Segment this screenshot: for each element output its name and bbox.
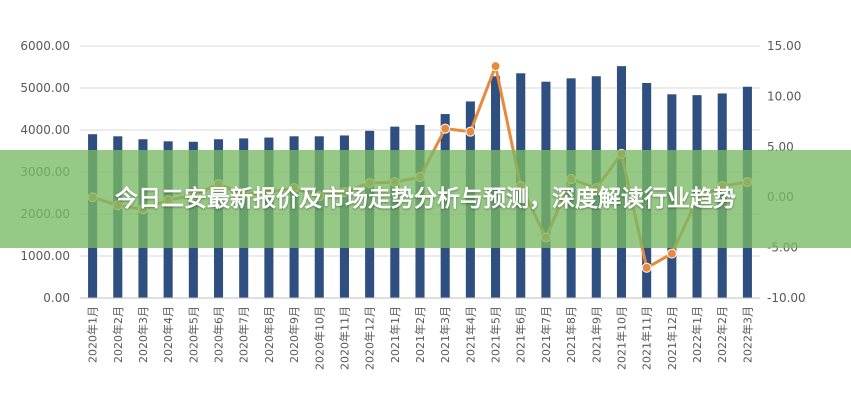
x-tick-label: 2021年8月: [564, 306, 578, 363]
x-axis: 2020年1月 2020年2月 2020年3月 2020年4月 2020年5月 2020年…: [80, 297, 760, 370]
x-tick-label: 2022年2月: [715, 306, 729, 363]
left-tick-label: 5000.00: [20, 81, 70, 95]
left-tick-label: 6000.00: [20, 39, 70, 53]
line-point: [641, 262, 652, 273]
x-tick-label: 2020年1月: [86, 306, 100, 363]
x-tick-label: 2021年10月: [614, 306, 628, 370]
x-tick-label: 2021年9月: [589, 306, 603, 363]
right-tick-label: -10.00: [767, 291, 806, 305]
x-tick-label: 2020年7月: [237, 306, 251, 363]
x-tick-label: 2021年3月: [438, 306, 452, 363]
right-tick-label: 10.00: [767, 89, 801, 103]
x-tick-label: 2021年6月: [514, 306, 528, 363]
x-tick-label: 2020年9月: [287, 306, 301, 363]
x-tick-label: 2020年6月: [212, 306, 226, 363]
line-point: [465, 126, 476, 137]
x-tick-label: 2020年10月: [312, 306, 326, 370]
left-tick-label: 4000.00: [20, 123, 70, 137]
x-tick-label: 2022年3月: [740, 306, 754, 363]
x-tick-label: 2021年12月: [665, 306, 679, 370]
line-point: [666, 248, 677, 259]
left-tick-label: 1000.00: [20, 249, 70, 263]
line-point: [490, 61, 501, 72]
x-tick-label: 2021年7月: [539, 306, 553, 363]
x-tick-label: 2021年1月: [388, 306, 402, 363]
x-tick-label: 2020年2月: [111, 306, 125, 363]
x-tick-label: 2020年5月: [186, 306, 200, 363]
line-point: [440, 123, 451, 134]
x-tick-label: 2020年3月: [136, 306, 150, 363]
x-tick-label: 2021年4月: [463, 306, 477, 363]
x-tick-label: 2020年4月: [161, 306, 175, 363]
x-tick-label: 2021年2月: [413, 306, 427, 363]
x-tick-label: 2021年5月: [489, 306, 503, 363]
left-tick-label: 0.00: [43, 291, 70, 305]
x-tick-label: 2020年11月: [337, 306, 351, 370]
title-banner: 今日二安最新报价及市场走势分析与预测，深度解读行业趋势: [0, 150, 851, 248]
x-tick-label: 2021年11月: [640, 306, 654, 370]
right-tick-label: 15.00: [767, 39, 801, 53]
banner-title: 今日二安最新报价及市场走势分析与预测，深度解读行业趋势: [115, 186, 736, 212]
x-tick-label: 2022年1月: [690, 306, 704, 363]
x-tick-label: 2020年8月: [262, 306, 276, 363]
x-tick-label: 2020年12月: [363, 306, 377, 370]
